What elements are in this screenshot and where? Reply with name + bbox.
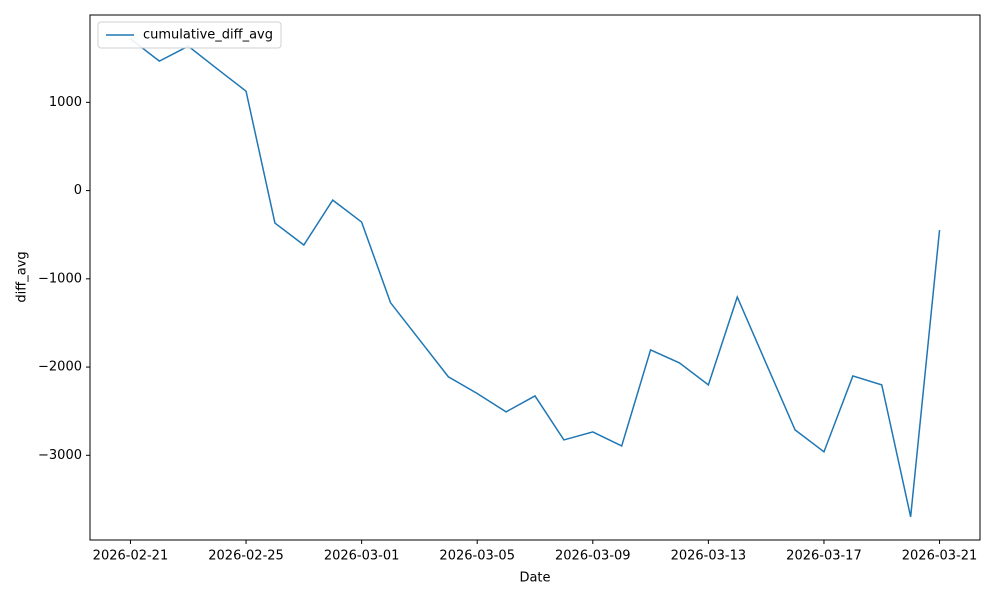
x-tick-label: 2026-03-09	[555, 549, 631, 564]
y-tick-label: −1000	[38, 271, 82, 286]
y-axis-label: diff_avg	[15, 251, 30, 302]
y-tick-label: 0	[74, 183, 82, 198]
axes-frame	[89, 14, 981, 541]
legend-box	[97, 21, 282, 49]
y-tick-label: −2000	[38, 360, 82, 375]
x-tick-label: 2026-02-25	[208, 549, 284, 564]
x-tick-label: 2026-03-13	[671, 549, 747, 564]
x-tick-label: 2026-03-21	[902, 549, 978, 564]
y-tick-label: 1000	[49, 95, 82, 110]
data-line	[129, 38, 941, 517]
legend-label: cumulative_diff_avg	[143, 28, 273, 43]
x-tick-label: 2026-03-17	[786, 549, 862, 564]
x-tick-label: 2026-03-05	[439, 549, 515, 564]
y-tick-label: −3000	[38, 448, 82, 463]
x-tick-label: 2026-03-01	[324, 549, 400, 564]
x-axis-label: Date	[519, 571, 550, 586]
x-tick-label: 2026-02-21	[93, 549, 169, 564]
